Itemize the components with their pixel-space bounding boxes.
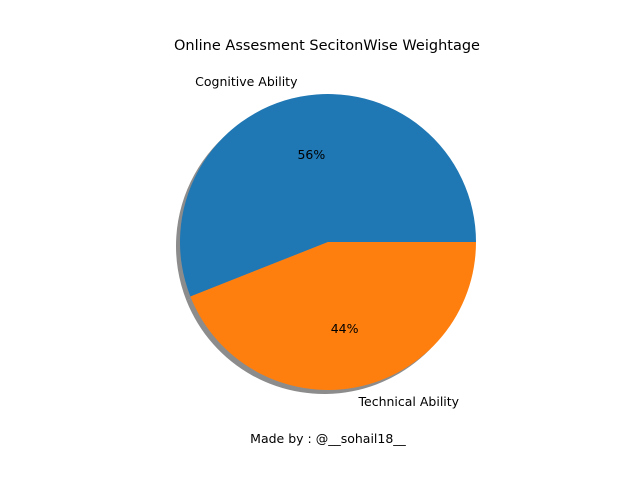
chart-title: Online Assesment SecitonWise Weightage (174, 38, 480, 54)
pct-label-technical-ability: 44% (331, 321, 359, 336)
pct-label-cognitive-ability: 56% (297, 147, 325, 162)
footer-credit: Made by : @__sohail18__ (250, 431, 406, 446)
pie-slices (180, 94, 476, 390)
label-technical-ability: Technical Ability (358, 394, 460, 409)
label-cognitive-ability: Cognitive Ability (195, 74, 298, 89)
